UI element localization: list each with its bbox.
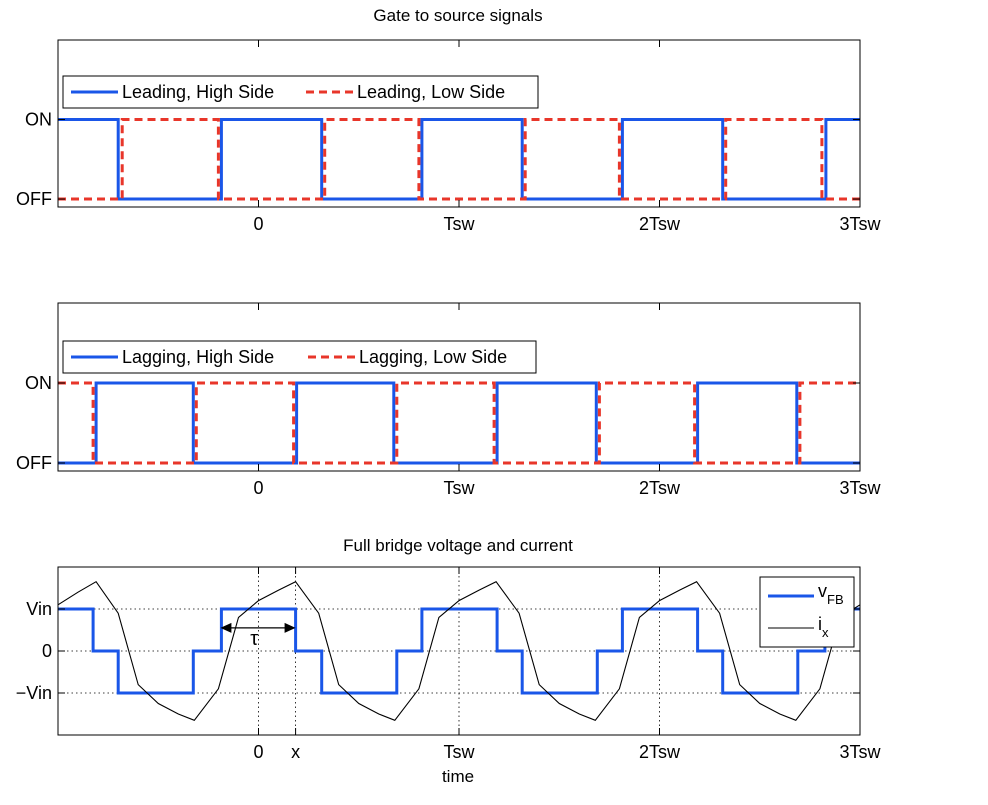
x-axis-label: time <box>442 767 474 786</box>
x-tick-label-2tsw: 2Tsw <box>639 742 681 762</box>
plot-frame <box>57 302 861 472</box>
legend-box <box>62 340 537 374</box>
legend: vFB ix <box>759 576 855 648</box>
series-line-leading-high-side <box>58 118 860 201</box>
tau-annotation: τ <box>220 622 296 650</box>
plot-frame <box>57 39 861 208</box>
tau-label: τ <box>250 628 258 650</box>
legend: Leading, High Side Leading, Low Side <box>62 75 539 109</box>
y-tick-label-off: OFF <box>16 189 52 209</box>
series-line-v-fb <box>58 607 860 695</box>
chart-title: Gate to source signals <box>373 6 542 25</box>
legend-box <box>62 75 539 109</box>
legend-label-vfb: vFB <box>818 581 844 607</box>
lagging-gate-chart: 0 Tsw 2Tsw 3Tsw OFF ON Lagging, High Side Lag… <box>16 302 882 498</box>
series-line-lagging-high-side <box>58 381 860 465</box>
x-tick-label-0: 0 <box>253 214 263 234</box>
legend-label-low-side: Leading, Low Side <box>357 82 505 102</box>
x-tick-label-0: 0 <box>253 478 263 498</box>
x-tick-label-3tsw: 3Tsw <box>839 742 881 762</box>
x-tick-label-3tsw: 3Tsw <box>839 478 881 498</box>
x-tick-label-0: 0 <box>253 742 263 762</box>
legend-label-low-side: Lagging, Low Side <box>359 347 507 367</box>
legend-label-ix-sub: x <box>822 625 829 640</box>
legend-box <box>759 576 855 648</box>
legend-label-high-side: Leading, High Side <box>122 82 274 102</box>
tau-arrowhead-right <box>284 622 296 633</box>
x-tick-label-tsw: Tsw <box>444 478 476 498</box>
legend-label-high-side: Lagging, High Side <box>122 347 274 367</box>
series-line-i-x <box>57 580 861 721</box>
x-tick-label-tsw: Tsw <box>444 742 476 762</box>
chart-title: Full bridge voltage and current <box>343 536 573 555</box>
full-bridge-chart: Full bridge voltage and current 0 x Tsw 2Ts… <box>16 536 882 786</box>
x-tick-label-x: x <box>291 742 300 762</box>
legend-label-ix-main: i <box>818 614 822 634</box>
legend-label-vfb-main: v <box>818 581 827 601</box>
legend-label-vfb-sub: FB <box>827 592 844 607</box>
y-tick-label-0: 0 <box>42 641 52 661</box>
x-tick-label-2tsw: 2Tsw <box>639 214 681 234</box>
x-tick-label-tsw: Tsw <box>444 214 476 234</box>
leading-gate-chart: Gate to source signals 0 Tsw 2Tsw 3Tsw OFF ON… <box>16 6 882 234</box>
y-tick-label-on: ON <box>25 373 52 393</box>
tau-arrowhead-left <box>220 622 232 633</box>
x-tick-label-2tsw: 2Tsw <box>639 478 681 498</box>
legend-label-ix: ix <box>818 614 829 640</box>
y-tick-label-vin: Vin <box>26 599 52 619</box>
y-tick-label-vin: −Vin <box>16 683 52 703</box>
y-tick-label-on: ON <box>25 110 52 130</box>
series-line-lagging-low-side <box>58 381 860 465</box>
legend: Lagging, High Side Lagging, Low Side <box>62 340 537 374</box>
series-line-leading-low-side <box>58 118 860 201</box>
x-tick-label-3tsw: 3Tsw <box>839 214 881 234</box>
y-tick-label-off: OFF <box>16 453 52 473</box>
